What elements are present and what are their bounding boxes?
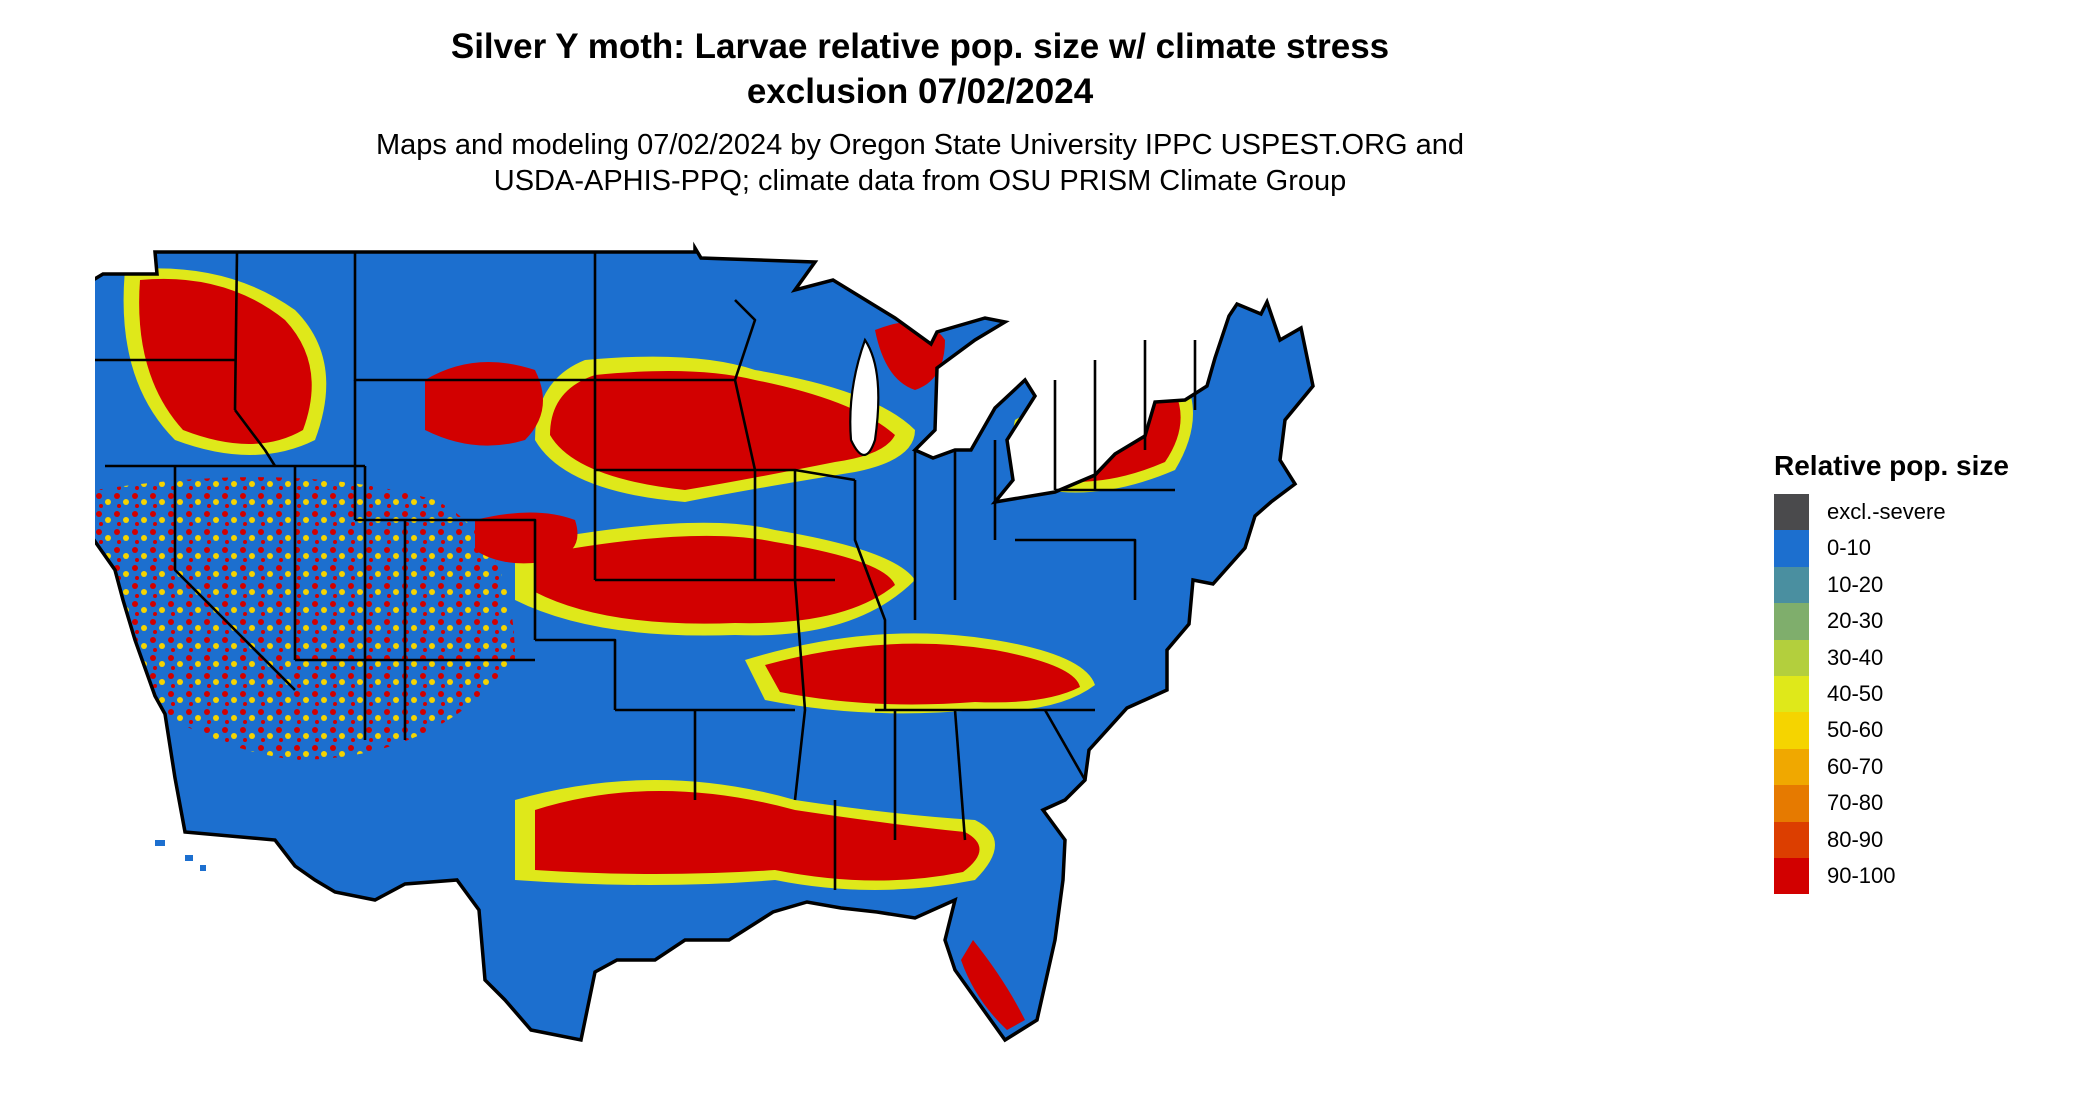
legend: Relative pop. size excl.-severe 0-10 10-20… xyxy=(1774,448,2094,895)
legend-swatch xyxy=(1774,494,1809,531)
legend-swatch xyxy=(1774,639,1809,676)
legend-label: excl.-severe xyxy=(1827,499,1946,524)
legend-item: 80-90 xyxy=(1774,821,2094,858)
legend-items: excl.-severe 0-10 10-20 20-30 30-40 40-50 50-6… xyxy=(1774,494,2094,895)
legend-label: 0-10 xyxy=(1827,535,1872,561)
legend-item: excl.-severe xyxy=(1774,494,2094,531)
legend-item: 60-70 xyxy=(1774,748,2094,786)
legend-label: 90-100 xyxy=(1827,862,1896,888)
map-title-line-1: Silver Y moth: Larvae relative pop. size… xyxy=(450,27,1390,66)
legend-label: 30-40 xyxy=(1827,644,1884,670)
legend-label: 70-80 xyxy=(1827,790,1884,816)
legend-item: 30-40 xyxy=(1774,639,2094,676)
legend-label: 60-70 xyxy=(1827,753,1884,779)
legend-item: 70-80 xyxy=(1774,785,2094,822)
legend-item: 0-10 xyxy=(1774,530,2094,567)
legend-swatch xyxy=(1774,712,1809,749)
legend-swatch xyxy=(1774,821,1809,858)
legend-swatch xyxy=(1774,748,1809,786)
legend-swatch xyxy=(1774,566,1809,604)
legend-label: 50-60 xyxy=(1827,717,1884,743)
legend-swatch xyxy=(1774,675,1809,713)
legend-item: 90-100 xyxy=(1774,857,2094,895)
legend-item: 10-20 xyxy=(1774,566,2094,604)
legend-label: 20-30 xyxy=(1827,608,1884,634)
legend-label: 80-90 xyxy=(1827,826,1884,852)
legend-title: Relative pop. size xyxy=(1774,450,2009,481)
legend-item: 20-30 xyxy=(1774,603,2094,640)
legend-swatch xyxy=(1774,530,1809,567)
legend-swatch xyxy=(1774,857,1809,895)
map-title-line-2: exclusion 07/02/2024 xyxy=(746,72,1094,111)
map-subtitle-line-2: USDA-APHIS-PPQ; climate data from OSU PR… xyxy=(493,165,1347,197)
legend-item: 50-60 xyxy=(1774,712,2094,749)
legend-swatch xyxy=(1774,785,1809,822)
map-subtitle-line-1: Maps and modeling 07/02/2024 by Oregon S… xyxy=(375,129,1465,161)
legend-label: 10-20 xyxy=(1827,571,1884,597)
legend-item: 40-50 xyxy=(1774,675,2094,713)
us-population-map xyxy=(95,246,1315,1042)
legend-swatch xyxy=(1774,603,1809,640)
legend-label: 40-50 xyxy=(1827,680,1884,706)
